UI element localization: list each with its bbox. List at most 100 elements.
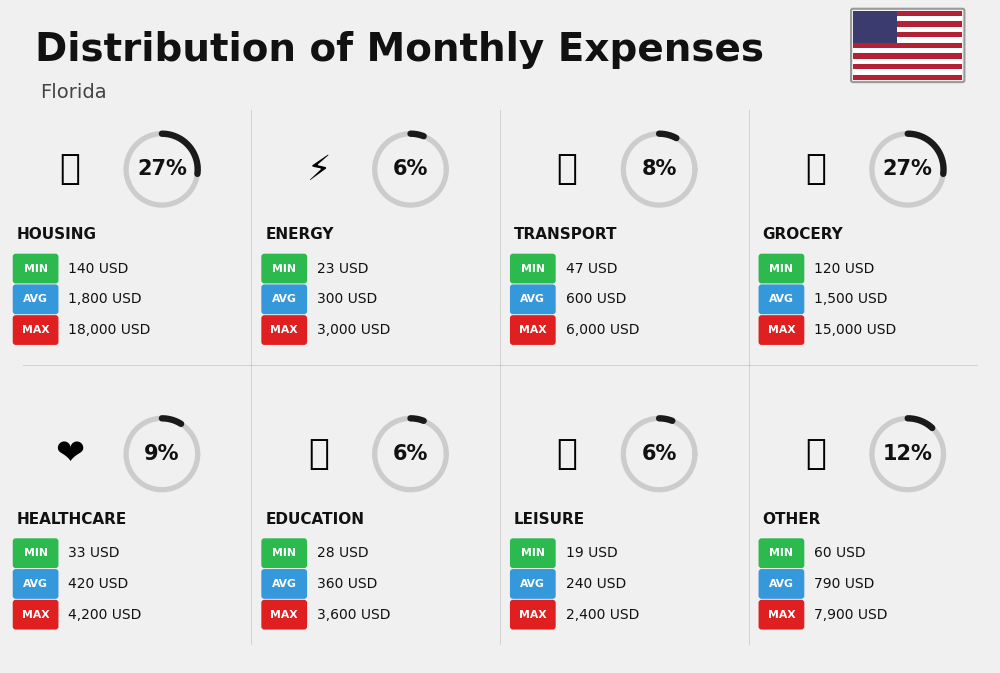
FancyBboxPatch shape (13, 285, 58, 314)
Text: 240 USD: 240 USD (566, 577, 626, 591)
Text: MIN: MIN (769, 548, 793, 558)
Text: 6%: 6% (641, 444, 677, 464)
Text: AVG: AVG (23, 294, 48, 304)
Bar (853, 53, 962, 59)
Text: MIN: MIN (769, 264, 793, 273)
Bar (853, 69, 962, 75)
Text: 🏢: 🏢 (59, 152, 80, 186)
Text: AVG: AVG (272, 294, 297, 304)
Text: AVG: AVG (769, 294, 794, 304)
Bar (853, 11, 962, 16)
FancyBboxPatch shape (13, 600, 58, 629)
Text: ENERGY: ENERGY (265, 227, 334, 242)
Text: 18,000 USD: 18,000 USD (68, 323, 151, 337)
Text: HEALTHCARE: HEALTHCARE (17, 511, 127, 526)
Text: 3,600 USD: 3,600 USD (317, 608, 391, 622)
Text: AVG: AVG (520, 294, 545, 304)
Text: 27%: 27% (137, 160, 187, 180)
Bar (853, 75, 962, 80)
Text: ❤: ❤ (55, 437, 84, 471)
Text: MAX: MAX (22, 610, 49, 620)
Text: 🛒: 🛒 (805, 152, 826, 186)
Text: HOUSING: HOUSING (17, 227, 97, 242)
Text: 🛍: 🛍 (557, 437, 578, 471)
Text: MIN: MIN (272, 264, 296, 273)
FancyBboxPatch shape (759, 285, 804, 314)
Text: MIN: MIN (24, 548, 48, 558)
Text: 6%: 6% (393, 160, 428, 180)
FancyBboxPatch shape (13, 569, 58, 599)
Text: 790 USD: 790 USD (814, 577, 875, 591)
FancyBboxPatch shape (261, 600, 307, 629)
FancyBboxPatch shape (261, 538, 307, 568)
Text: 1,500 USD: 1,500 USD (814, 292, 888, 306)
Bar (853, 43, 962, 48)
Bar (853, 16, 962, 22)
FancyBboxPatch shape (13, 538, 58, 568)
Text: Florida: Florida (41, 83, 107, 102)
FancyBboxPatch shape (261, 569, 307, 599)
Text: 140 USD: 140 USD (68, 262, 129, 275)
Text: 28 USD: 28 USD (317, 546, 369, 560)
Text: 23 USD: 23 USD (317, 262, 369, 275)
Text: 60 USD: 60 USD (814, 546, 866, 560)
Text: 4,200 USD: 4,200 USD (68, 608, 142, 622)
Text: 600 USD: 600 USD (566, 292, 626, 306)
Text: GROCERY: GROCERY (763, 227, 843, 242)
FancyBboxPatch shape (759, 538, 804, 568)
Text: MAX: MAX (270, 325, 298, 335)
Text: MAX: MAX (519, 325, 547, 335)
Text: 15,000 USD: 15,000 USD (814, 323, 896, 337)
FancyBboxPatch shape (261, 315, 307, 345)
Bar (853, 59, 962, 64)
Text: 🎓: 🎓 (308, 437, 329, 471)
Text: EDUCATION: EDUCATION (265, 511, 364, 526)
FancyBboxPatch shape (759, 569, 804, 599)
FancyBboxPatch shape (261, 285, 307, 314)
Text: TRANSPORT: TRANSPORT (514, 227, 617, 242)
Text: 🚌: 🚌 (557, 152, 578, 186)
FancyBboxPatch shape (510, 285, 556, 314)
Bar (853, 11, 897, 43)
Text: 💰: 💰 (805, 437, 826, 471)
Text: 3,000 USD: 3,000 USD (317, 323, 390, 337)
Text: MAX: MAX (519, 610, 547, 620)
Text: MAX: MAX (270, 610, 298, 620)
Text: 19 USD: 19 USD (566, 546, 617, 560)
Text: 47 USD: 47 USD (566, 262, 617, 275)
Bar (853, 22, 962, 27)
Bar (853, 32, 962, 38)
Text: 9%: 9% (144, 444, 180, 464)
Text: AVG: AVG (272, 579, 297, 589)
Bar (853, 38, 962, 43)
Text: MAX: MAX (22, 325, 49, 335)
Text: LEISURE: LEISURE (514, 511, 585, 526)
Text: MIN: MIN (521, 548, 545, 558)
Text: 6,000 USD: 6,000 USD (566, 323, 639, 337)
FancyBboxPatch shape (510, 600, 556, 629)
Text: MIN: MIN (24, 264, 48, 273)
Text: 33 USD: 33 USD (68, 546, 120, 560)
FancyBboxPatch shape (759, 315, 804, 345)
FancyBboxPatch shape (510, 315, 556, 345)
Text: 420 USD: 420 USD (68, 577, 129, 591)
Text: 6%: 6% (393, 444, 428, 464)
Text: 1,800 USD: 1,800 USD (68, 292, 142, 306)
Bar (853, 48, 962, 53)
Text: OTHER: OTHER (763, 511, 821, 526)
Text: 120 USD: 120 USD (814, 262, 875, 275)
Bar (853, 64, 962, 69)
Text: 2,400 USD: 2,400 USD (566, 608, 639, 622)
FancyBboxPatch shape (13, 254, 58, 283)
Text: MIN: MIN (521, 264, 545, 273)
Text: 8%: 8% (641, 160, 677, 180)
Text: 360 USD: 360 USD (317, 577, 377, 591)
FancyBboxPatch shape (510, 254, 556, 283)
Text: AVG: AVG (520, 579, 545, 589)
FancyBboxPatch shape (510, 538, 556, 568)
Text: 27%: 27% (883, 160, 933, 180)
Text: Distribution of Monthly Expenses: Distribution of Monthly Expenses (35, 30, 764, 69)
Text: AVG: AVG (23, 579, 48, 589)
Text: AVG: AVG (769, 579, 794, 589)
Text: ⚡: ⚡ (306, 152, 331, 186)
